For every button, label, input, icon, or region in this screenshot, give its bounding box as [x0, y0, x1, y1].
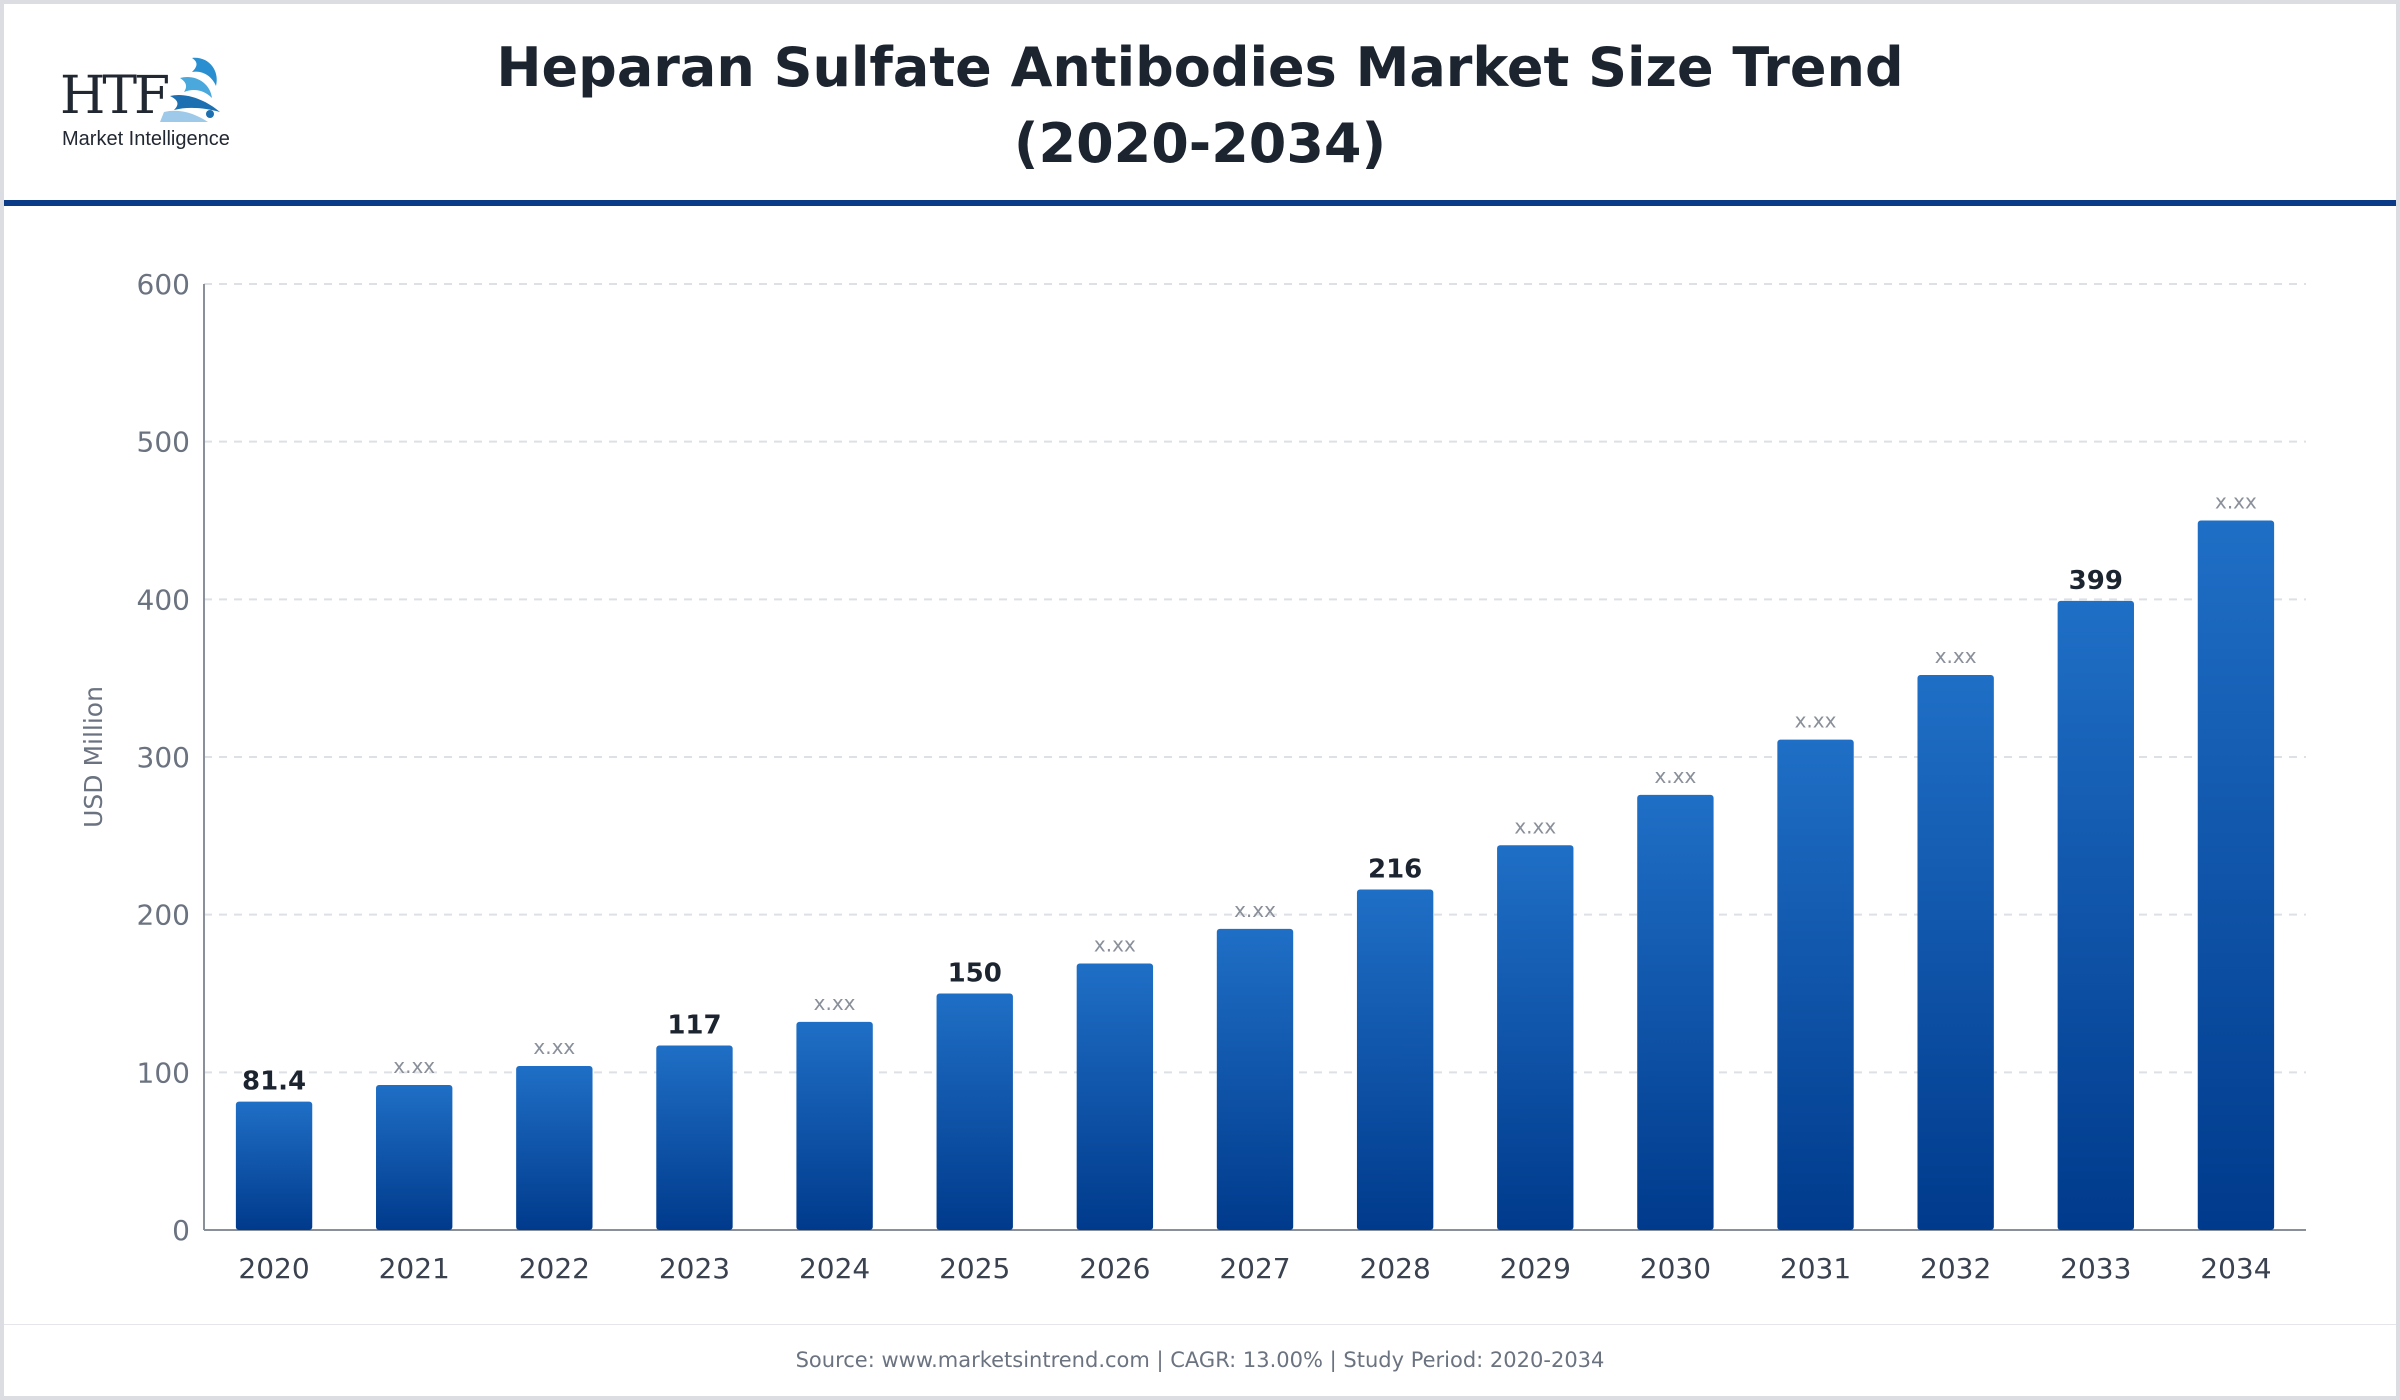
data-label-2026: x.xx: [1094, 933, 1136, 957]
data-label-2031: x.xx: [1795, 709, 1837, 733]
chart-title-line1: Heparan Sulfate Antibodies Market Size T…: [496, 36, 1904, 99]
chart-title: Heparan Sulfate Antibodies Market Size T…: [4, 30, 2396, 182]
y-tick-label: 300: [137, 741, 190, 774]
x-tick-label: 2033: [2060, 1252, 2131, 1285]
bar-2028: [1356, 889, 1434, 1230]
y-axis-title: USD Million: [79, 686, 108, 828]
data-label-2033: 399: [2069, 566, 2123, 596]
chart-title-line2: (2020-2034): [1013, 112, 1387, 175]
data-label-2022: x.xx: [533, 1035, 575, 1059]
data-label-2027: x.xx: [1234, 898, 1276, 922]
y-tick-label: 600: [137, 268, 190, 301]
y-tick-label: 500: [137, 426, 190, 459]
chart-header: HTF Market Intelligence Heparan Sulfate …: [4, 4, 2396, 200]
data-label-2028: 216: [1368, 854, 1422, 884]
data-label-2030: x.xx: [1654, 764, 1696, 788]
bar-2020: [235, 1101, 313, 1230]
x-tick-label: 2027: [1219, 1252, 1290, 1285]
bar-2027: [1216, 928, 1294, 1230]
data-label-2021: x.xx: [393, 1054, 435, 1078]
x-tick-label: 2021: [379, 1252, 450, 1285]
data-label-2025: 150: [948, 959, 1002, 989]
bar-chart: 0 100 200 300 400 500 600 2020 2021 2022 2023 2024 2…: [79, 268, 2306, 1285]
x-tick-label: 2031: [1780, 1252, 1851, 1285]
x-tick-label: 2028: [1360, 1252, 1431, 1285]
logo-subtitle: Market Intelligence: [62, 128, 230, 150]
bar-2031: [1777, 739, 1854, 1230]
bar-2023: [656, 1045, 733, 1230]
data-label-2032: x.xx: [1935, 644, 1977, 668]
x-tick-label: 2024: [799, 1252, 870, 1285]
data-label-2024: x.xx: [814, 991, 856, 1015]
bar-2029: [1497, 845, 1574, 1230]
y-tick-label: 100: [137, 1056, 190, 1089]
x-tick-label: 2026: [1079, 1252, 1150, 1285]
x-tick-label: 2022: [519, 1252, 590, 1285]
bar-2030: [1637, 794, 1714, 1230]
bar-2033: [2057, 600, 2134, 1230]
bar-2026: [1076, 963, 1154, 1230]
bar-2032: [1917, 675, 1994, 1230]
x-tick-label: 2023: [659, 1252, 730, 1285]
dolphin-logo-icon: [160, 57, 220, 122]
x-tick-label: 2032: [1920, 1252, 1991, 1285]
x-tick-label: 2034: [2200, 1252, 2271, 1285]
x-tick-label: 2030: [1640, 1252, 1711, 1285]
data-label-2023: 117: [667, 1011, 721, 1041]
bar-2024: [796, 1021, 873, 1230]
bar-2022: [516, 1066, 593, 1230]
bar-2034: [2197, 520, 2275, 1230]
chart-area: 0 100 200 300 400 500 600 2020 2021 2022 2023 2024 2…: [4, 206, 2396, 1324]
data-label-2034: x.xx: [2215, 490, 2257, 514]
htf-logo: HTF Market Intelligence: [58, 52, 238, 162]
data-label-2020: 81.4: [242, 1067, 306, 1097]
x-tick-label: 2029: [1500, 1252, 1571, 1285]
bar-2021: [376, 1084, 453, 1230]
y-tick-label: 0: [172, 1214, 190, 1247]
header-divider: [4, 200, 2396, 206]
bars: [235, 520, 2275, 1230]
bar-2025: [936, 993, 1013, 1230]
y-tick-label: 400: [137, 583, 190, 616]
y-tick-label: 200: [137, 899, 190, 932]
data-labels: 81.4 x.xx x.xx 117 x.xx 150 x.xx x.xx 216 x.xx x.x…: [242, 490, 2257, 1097]
footer-divider: [4, 1324, 2396, 1325]
logo-letters: HTF: [60, 66, 170, 126]
x-tick-label: 2020: [238, 1252, 309, 1285]
x-tick-label: 2025: [939, 1252, 1010, 1285]
data-label-2029: x.xx: [1514, 814, 1556, 838]
source-footer: Source: www.marketsintrend.com | CAGR: 1…: [795, 1348, 1605, 1372]
report-card: HTF Market Intelligence Heparan Sulfate …: [4, 4, 2396, 1396]
